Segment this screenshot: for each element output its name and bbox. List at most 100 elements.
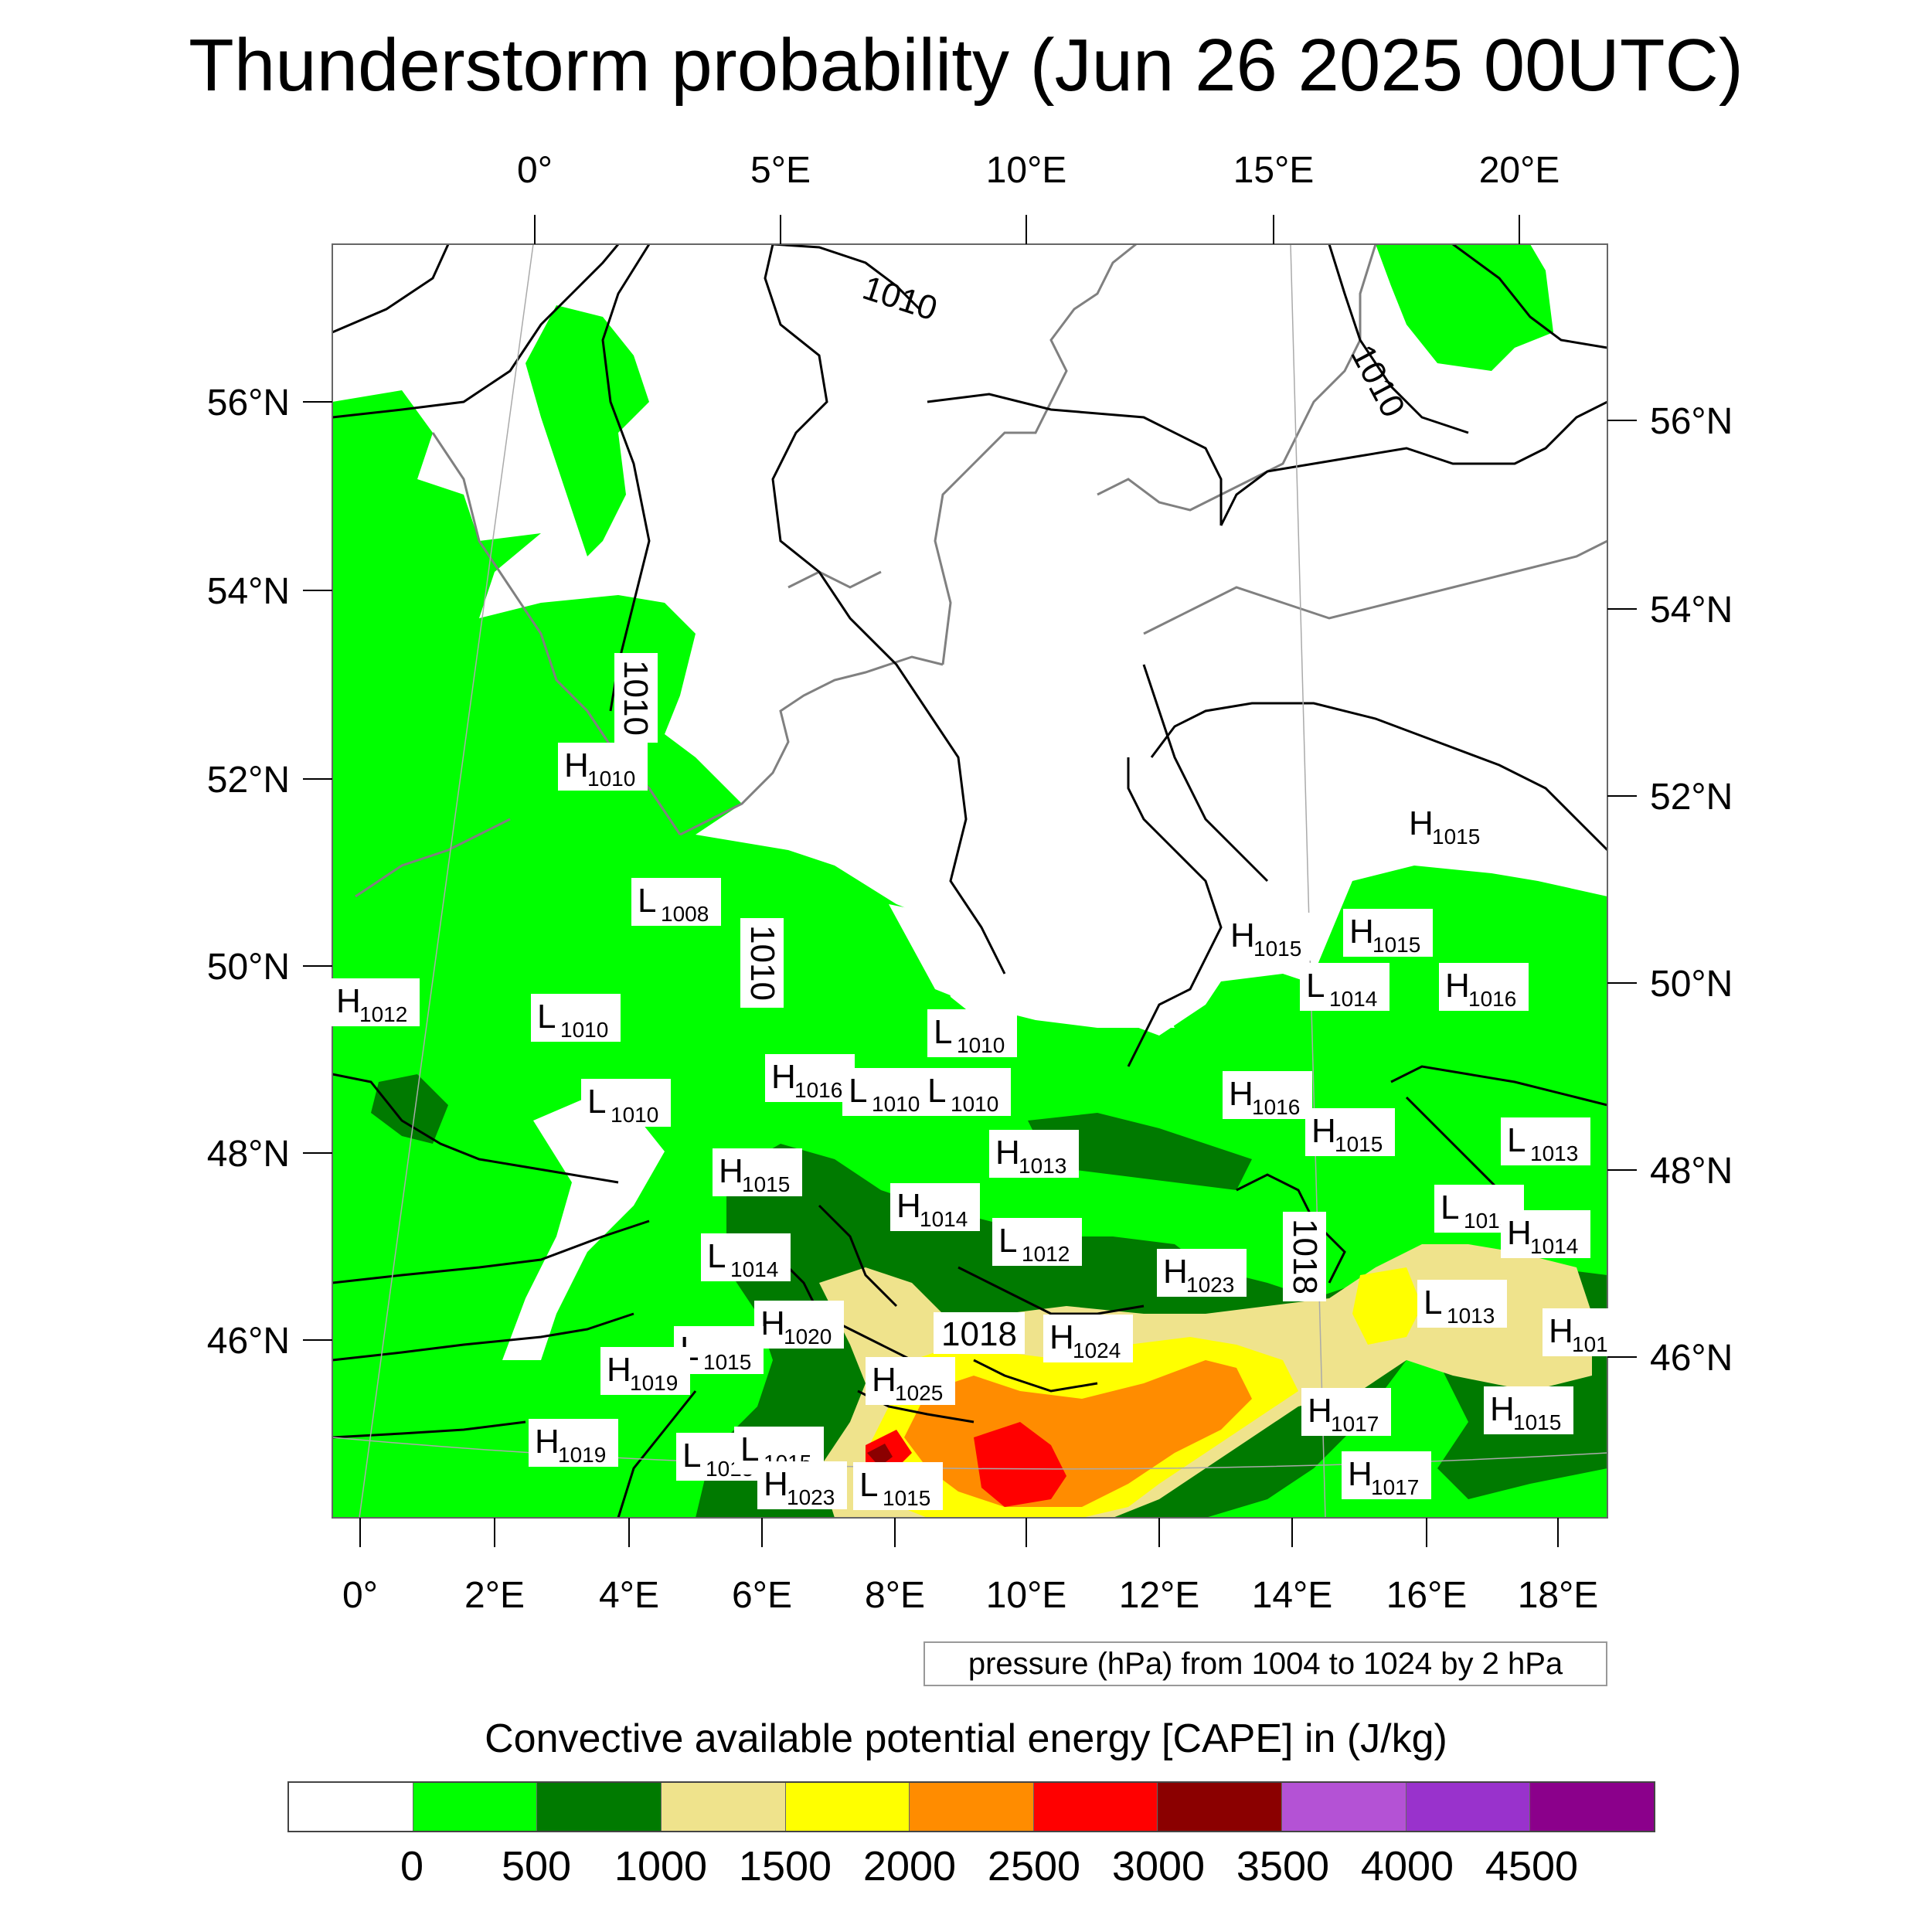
pressure-center-type: H [1490, 1390, 1515, 1428]
pressure-center-value: 1019 [630, 1371, 678, 1395]
legend-tick: 4000 [1360, 1843, 1454, 1889]
pressure-center-value: 1010 [560, 1018, 608, 1042]
pressure-center-type: H [336, 982, 361, 1020]
pressure-center-type: L [998, 1222, 1017, 1260]
pressure-center-type: L [707, 1237, 726, 1275]
cape-500-1000-band [1028, 1113, 1252, 1190]
legend-tick: 2000 [862, 1843, 957, 1889]
pressure-center-value: 1010 [872, 1092, 920, 1116]
pressure-center-type: H [1049, 1318, 1074, 1356]
pressure-center-label: L 1010 [842, 1068, 932, 1116]
pressure-center-type: L [849, 1072, 867, 1110]
pressure-center-type: H [1549, 1312, 1573, 1350]
lat-label-right: 56°N [1650, 401, 1733, 442]
pressure-center-value: 1010 [587, 767, 635, 791]
axis-ticks [303, 215, 1637, 1547]
pressure-center-label: L 1013 [1501, 1117, 1590, 1165]
isobars [332, 244, 1607, 1518]
lat-label-left: 56°N [207, 383, 290, 423]
pressure-center-value: 1016 [1252, 1095, 1300, 1119]
pressure-center-label: L 1013 [1434, 1185, 1524, 1233]
pressure-center-type: H [1507, 1214, 1532, 1252]
pressure-center-label: L 1010 [531, 994, 621, 1042]
cape-0-500-north [526, 305, 649, 556]
pressure-center-value: 1017 [1331, 1412, 1379, 1436]
pressure-center-value: 1023 [1186, 1273, 1234, 1297]
cape-3000-3500 [867, 1444, 893, 1467]
legend-tick-labels: 0 500 1000 1500 2000 2500 3000 3500 4000… [0, 1843, 1932, 1889]
lat-label-left: 46°N [207, 1321, 290, 1362]
cape-none-central [889, 904, 1175, 1028]
lon-label-bottom: 0° [342, 1575, 378, 1616]
pressure-center-value: 1014 [1329, 987, 1377, 1011]
pressure-center-type: L [587, 1083, 606, 1121]
pressure-center-type: L [638, 882, 656, 920]
legend-tick: 3000 [1111, 1843, 1206, 1889]
legend-swatch [289, 1783, 413, 1831]
pressure-center-type: H [1311, 1112, 1336, 1150]
pressure-center-type: H [719, 1152, 743, 1190]
legend-tick: 3500 [1236, 1843, 1330, 1889]
pressure-center-value: 1016 [1468, 987, 1516, 1011]
cape-none-west-patch [502, 1097, 665, 1360]
pressure-center-type: H [535, 1423, 560, 1461]
pressure-center-type: H [764, 1465, 788, 1503]
lon-label-top: 15°E [1233, 150, 1315, 191]
contour-info-box: pressure (hPa) from 1004 to 1024 by 2 hP… [923, 1641, 1607, 1686]
lon-label-top: 0° [517, 150, 553, 191]
legend-swatch [413, 1783, 538, 1831]
pressure-center-label: L 1010 [581, 1079, 671, 1127]
pressure-center-value: 1010 [611, 1103, 658, 1127]
pressure-center-type: L [934, 1013, 952, 1051]
legend-swatch [910, 1783, 1034, 1831]
pressure-center-value: 1015 [742, 1172, 790, 1196]
legend-tick: 0 [400, 1843, 424, 1889]
lon-label-bottom: 4°E [599, 1575, 659, 1616]
lat-label-left: 50°N [207, 947, 290, 988]
pressure-center-type: L [682, 1437, 701, 1475]
pressure-center-label: L 1008 [631, 878, 721, 926]
legend-tick: 1000 [614, 1843, 708, 1889]
pressure-center-value: 1013 [1447, 1304, 1495, 1328]
pressure-center-value: 1024 [1073, 1338, 1121, 1362]
cape-2500-3000 [974, 1422, 1066, 1507]
lon-label-bottom: 18°E [1518, 1575, 1599, 1616]
isobar-label: 1010 [617, 660, 655, 736]
isobar-label: 1018 [941, 1315, 1017, 1353]
pressure-center-label: L 1010 [927, 1009, 1017, 1057]
legend-tick: 500 [501, 1843, 572, 1889]
legend-swatch [1530, 1783, 1655, 1831]
pressure-center-value: 1008 [661, 902, 709, 926]
isobar-label: 1018 [1286, 1219, 1324, 1294]
cape-1500-2000-east [1352, 1267, 1422, 1345]
pressure-center-value: 1019 [558, 1443, 606, 1467]
pressure-center-type: H [1229, 1075, 1253, 1113]
pressure-center-value: 1015 [1372, 933, 1420, 957]
legend-title: Convective available potential energy [C… [485, 1716, 1447, 1761]
legend-tick: 2500 [987, 1843, 1081, 1889]
pressure-center-type: H [872, 1361, 896, 1399]
pressure-center-value: 1015 [1335, 1132, 1383, 1156]
lon-labels-top: 0° 5°E 10°E 15°E 20°E [517, 150, 1560, 191]
pressure-center-value: 1014 [730, 1257, 778, 1281]
legend-swatch [1158, 1783, 1283, 1831]
lat-label-left: 48°N [207, 1134, 290, 1175]
pressure-center-type: H [607, 1351, 631, 1389]
pressure-center-type: L [1306, 967, 1325, 1005]
legend-swatch [1406, 1783, 1531, 1831]
pressure-center-label: L 1014 [1300, 963, 1389, 1011]
cape-0-500-northeast [1376, 244, 1553, 371]
lon-label-bottom: 12°E [1119, 1575, 1200, 1616]
pressure-center-label: L 1014 [701, 1233, 791, 1281]
pressure-center-value: 1010 [951, 1092, 998, 1116]
